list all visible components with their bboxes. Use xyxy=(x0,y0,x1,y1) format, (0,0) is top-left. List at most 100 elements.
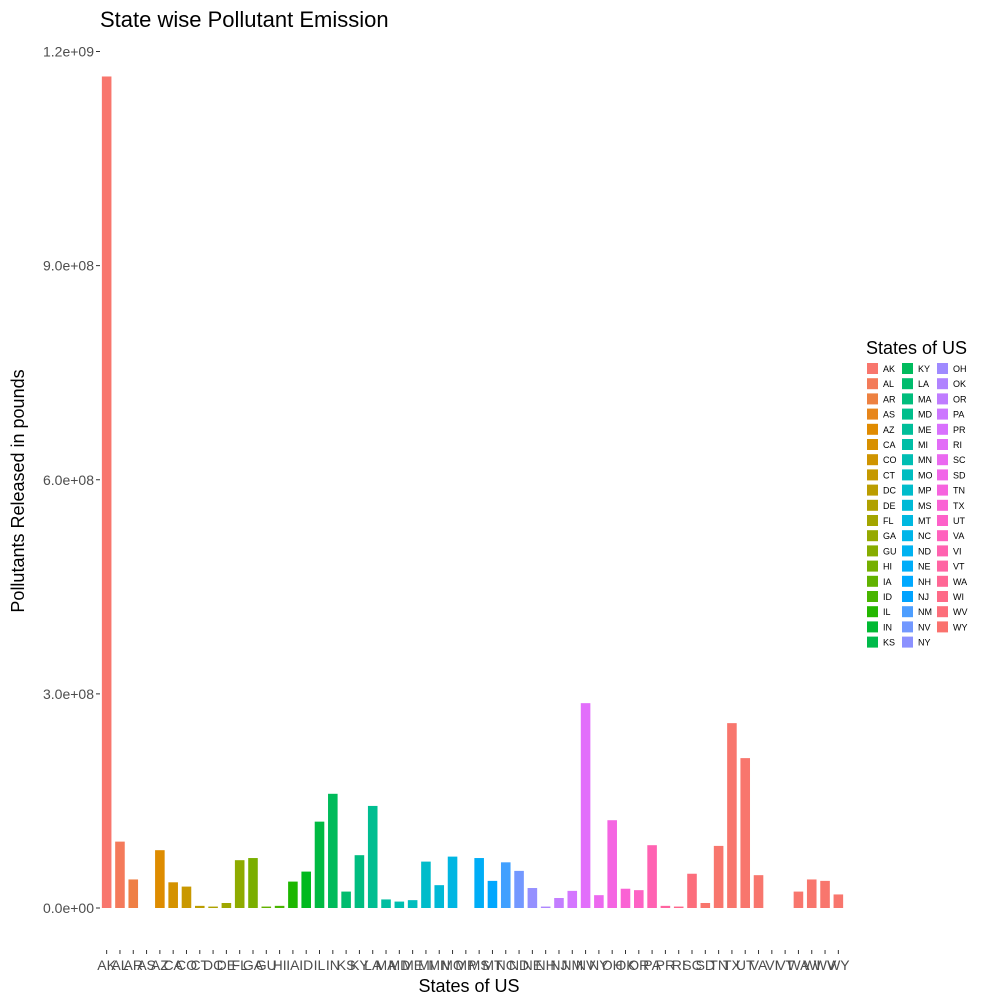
x-tick-label: AK xyxy=(97,957,116,973)
bar-nv xyxy=(580,703,591,908)
y-axis: 0.0e+00 3.0e+08 6.0e+08 9.0e+08 1.2e+09 xyxy=(43,44,100,916)
legend-key-vt xyxy=(937,560,948,572)
legend-key-ak xyxy=(867,363,878,374)
legend-key-mn xyxy=(902,454,913,466)
legend-key-il xyxy=(867,606,878,618)
x-tick-label: MA xyxy=(376,957,398,973)
legend-label: DC xyxy=(883,486,896,496)
bar-il xyxy=(314,821,325,908)
legend-key-ia xyxy=(867,575,878,587)
bar-ma xyxy=(381,899,391,908)
x-tick-label: VT xyxy=(776,957,794,973)
bar-nd xyxy=(514,870,524,908)
bar-pa xyxy=(647,845,657,908)
legend-label: IL xyxy=(883,607,891,617)
legend-key-ga xyxy=(867,530,878,542)
x-tick-label: OK xyxy=(615,957,636,973)
legend-key-ca xyxy=(867,439,878,450)
bar-ny xyxy=(594,895,604,908)
legend-label: WA xyxy=(953,577,967,587)
legend-label: SD xyxy=(953,470,966,480)
x-tick-label: WA xyxy=(787,957,810,973)
x-tick-label: OH xyxy=(602,957,623,973)
legend-label: NH xyxy=(918,577,931,587)
x-tick-label: LA xyxy=(364,957,382,973)
x-tick-label: WV xyxy=(814,957,837,973)
x-tick-label: VI xyxy=(765,957,778,973)
x-tick-label: DE xyxy=(217,957,236,973)
bar-tx xyxy=(727,723,737,908)
x-tick-label: AR xyxy=(124,957,143,973)
legend-key-vi xyxy=(937,545,948,557)
x-tick-label: SD xyxy=(696,957,715,973)
bar-al xyxy=(115,841,125,908)
bar-in xyxy=(328,793,338,908)
legend-label: DE xyxy=(883,501,896,511)
legend-label: GA xyxy=(883,531,896,541)
x-tick-label: GU xyxy=(256,957,277,973)
legend-label: WI xyxy=(953,592,964,602)
bar-ia xyxy=(288,881,298,908)
legend-title: States of US xyxy=(866,338,967,358)
legend-key-fl xyxy=(867,515,878,526)
legend-key-nm xyxy=(902,606,913,618)
bar-va xyxy=(753,875,764,908)
legend-label: PR xyxy=(953,425,966,435)
y-tick-label: 1.2e+09 xyxy=(43,44,94,60)
legend-key-sd xyxy=(937,469,948,481)
legend-label: MP xyxy=(918,486,932,496)
x-tick-label: CO xyxy=(176,957,197,973)
x-tick-label: MS xyxy=(469,957,490,973)
legend-key-md xyxy=(902,408,913,420)
bar-dc xyxy=(208,906,218,908)
legend-label: OR xyxy=(953,394,967,404)
legend-label: LA xyxy=(918,379,929,389)
x-tick-label: MO xyxy=(441,957,464,973)
legend-key-de xyxy=(867,499,878,511)
bar-id xyxy=(301,871,311,908)
bar-nj xyxy=(554,898,564,908)
legend-label: AR xyxy=(883,394,896,404)
legend-label: KY xyxy=(918,364,930,374)
legend-label: VI xyxy=(953,546,962,556)
x-tick-label: IL xyxy=(314,957,326,973)
legend-key-oh xyxy=(937,363,948,374)
legend-key-nj xyxy=(902,591,913,602)
legend-label: PA xyxy=(953,410,964,420)
legend-key-nd xyxy=(902,545,913,557)
x-tick-label: WY xyxy=(827,957,850,973)
legend-key-al xyxy=(867,378,878,390)
legend-label: AL xyxy=(883,379,894,389)
legend-label: NC xyxy=(918,531,931,541)
x-tick-label: NC xyxy=(496,957,516,973)
x-tick-label: NM xyxy=(561,957,583,973)
bar-nh xyxy=(540,906,551,908)
legend-label: KS xyxy=(883,638,895,648)
legend-label: MD xyxy=(918,410,932,420)
legend-label: OK xyxy=(953,379,966,389)
legend-label: HI xyxy=(883,562,892,572)
legend-key-mo xyxy=(902,469,913,481)
legend-label: GU xyxy=(883,546,897,556)
bar-ok xyxy=(620,888,631,908)
legend: States of US AK AL AR AS AZ CA CO CT DC DE FL GA GU H… xyxy=(866,338,968,648)
y-axis-title: Pollutants Released in pounds xyxy=(8,369,28,612)
x-tick-label: CT xyxy=(190,957,209,973)
x-tick-label: AL xyxy=(111,957,128,973)
bar-pr xyxy=(660,905,671,908)
legend-key-me xyxy=(902,423,913,435)
legend-key-pa xyxy=(937,408,948,420)
legend-label: SC xyxy=(953,455,966,465)
bar-wa xyxy=(793,891,804,908)
legend-key-nh xyxy=(902,575,913,587)
legend-label: ND xyxy=(918,546,931,556)
legend-key-ok xyxy=(937,378,948,390)
legend-key-id xyxy=(867,591,878,602)
bar-la xyxy=(367,805,378,908)
bar-me xyxy=(407,900,418,908)
x-tick-label: NV xyxy=(576,957,596,973)
legend-label: CT xyxy=(883,470,895,480)
x-tick-label: IN xyxy=(326,957,340,973)
chart-title: State wise Pollutant Emission xyxy=(100,7,389,32)
